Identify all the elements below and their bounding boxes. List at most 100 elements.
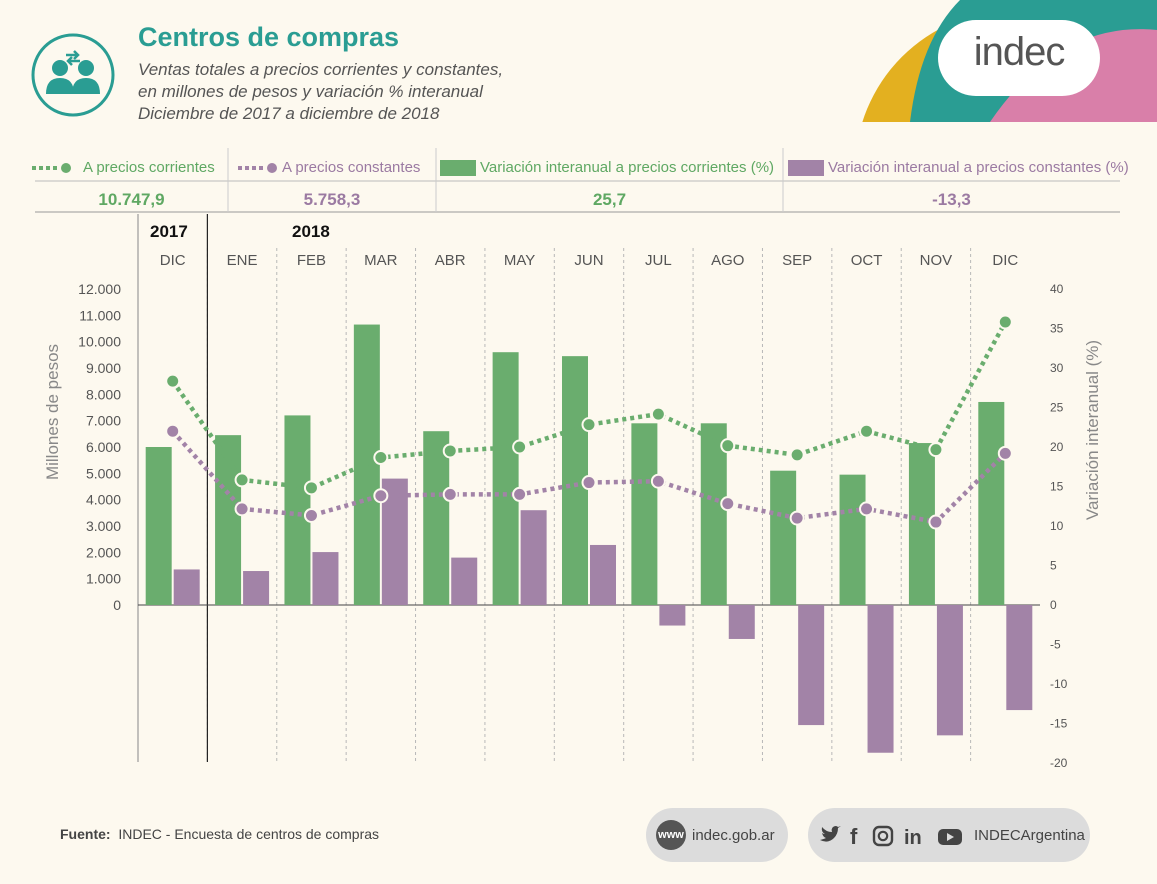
bar-var-constantes <box>936 605 963 736</box>
social-handle[interactable]: INDECArgentina <box>974 827 1085 844</box>
point-corrientes <box>720 438 736 454</box>
legend-corrientes-marker <box>32 163 71 173</box>
left-tick-label: 12.000 <box>78 281 121 297</box>
point-constantes <box>997 445 1013 461</box>
legend-var-constantes-label: Variación interanual a precios constante… <box>828 159 1129 176</box>
instagram-icon <box>872 825 894 847</box>
left-tick-label: 7.000 <box>86 413 121 429</box>
point-corrientes <box>581 417 597 433</box>
month-label: DIC <box>992 252 1018 269</box>
legend-var-corrientes-swatch <box>440 160 476 176</box>
bar-var-constantes <box>798 605 825 726</box>
point-constantes <box>234 501 250 517</box>
left-tick-label: 8.000 <box>86 386 121 402</box>
point-constantes <box>303 507 319 523</box>
point-corrientes <box>373 450 389 466</box>
point-constantes <box>859 501 875 517</box>
point-constantes <box>720 496 736 512</box>
www-icon: www <box>656 820 686 850</box>
legend-var-corrientes-label: Variación interanual a precios corriente… <box>480 159 775 176</box>
bar-var-constantes <box>1006 605 1033 711</box>
source-label: Fuente: <box>60 826 111 842</box>
point-constantes <box>581 475 597 491</box>
month-label: ENE <box>227 252 258 269</box>
right-tick-label: 0 <box>1050 598 1057 612</box>
point-corrientes <box>997 314 1013 330</box>
year-2018-label: 2018 <box>292 222 330 241</box>
right-tick-label: 15 <box>1050 480 1064 494</box>
month-label: MAR <box>364 252 398 269</box>
value-var-corrientes: 25,7 <box>592 190 627 209</box>
point-corrientes <box>442 443 458 459</box>
social-icons: f in <box>820 824 962 848</box>
subtitle-line-3: Diciembre de 2017 a diciembre de 2018 <box>138 104 440 123</box>
left-tick-label: 10.000 <box>78 334 121 350</box>
month-label: AGO <box>711 252 744 269</box>
bar-var-constantes <box>312 552 339 605</box>
point-constantes <box>512 486 528 502</box>
month-label: NOV <box>920 252 953 269</box>
right-tick-label: 40 <box>1050 282 1064 296</box>
legend-corrientes-label: A precios corrientes <box>83 159 215 176</box>
point-constantes <box>373 488 389 504</box>
month-label: DIC <box>160 252 186 269</box>
month-label: SEP <box>782 252 812 269</box>
month-label: JUN <box>574 252 603 269</box>
point-corrientes <box>859 423 875 439</box>
left-tick-label: 3.000 <box>86 518 121 534</box>
facebook-icon: f <box>850 824 858 848</box>
point-corrientes <box>512 439 528 455</box>
bar-var-corrientes <box>145 447 172 605</box>
bar-var-corrientes <box>839 474 866 605</box>
right-tick-label: 20 <box>1050 440 1064 454</box>
bar-var-corrientes <box>631 423 658 605</box>
twitter-icon <box>820 826 841 842</box>
right-tick-label: 5 <box>1050 559 1057 573</box>
month-label: JUL <box>645 252 672 269</box>
bar-var-constantes <box>659 605 686 626</box>
month-label: OCT <box>851 252 883 269</box>
value-var-constantes: -13,3 <box>932 190 971 209</box>
bar-var-constantes <box>173 569 200 605</box>
bar-var-constantes <box>451 557 478 605</box>
bar-var-constantes <box>867 605 894 753</box>
point-corrientes <box>650 406 666 422</box>
point-corrientes <box>165 373 181 389</box>
value-corrientes: 10.747,9 <box>98 190 165 209</box>
subtitle-line-1: Ventas totales a precios corrientes y co… <box>138 60 504 79</box>
point-constantes <box>789 510 805 526</box>
point-corrientes <box>789 447 805 463</box>
year-2017-label: 2017 <box>150 222 188 241</box>
source-note: Fuente: INDEC - Encuesta de centros de c… <box>60 826 379 842</box>
right-tick-label: 25 <box>1050 401 1064 415</box>
left-tick-label: 9.000 <box>86 360 121 376</box>
bar-var-corrientes <box>423 431 450 605</box>
right-tick-label: -5 <box>1050 638 1061 652</box>
legend-var-constantes-swatch <box>788 160 824 176</box>
right-tick-label: -10 <box>1050 677 1068 691</box>
point-constantes <box>442 486 458 502</box>
left-tick-label: 6.000 <box>86 439 121 455</box>
month-label: FEB <box>297 252 326 269</box>
right-axis-title: Variación interanual (%) <box>1083 340 1102 520</box>
bar-var-corrientes <box>492 352 519 605</box>
right-tick-label: -15 <box>1050 717 1068 731</box>
linkedin-icon: in <box>904 827 922 848</box>
bar-var-corrientes <box>978 401 1005 605</box>
website-link[interactable]: indec.gob.ar <box>692 827 775 844</box>
point-constantes <box>165 423 181 439</box>
bar-var-constantes <box>590 544 616 605</box>
point-corrientes <box>928 442 944 458</box>
logo-badge <box>938 20 1100 96</box>
bar-var-constantes <box>728 605 755 639</box>
left-axis-title: Millones de pesos <box>43 344 62 480</box>
left-tick-label: 5.000 <box>86 465 121 481</box>
month-label: ABR <box>435 252 466 269</box>
chart-area: DIC ENE FEB MAR ABR MAY JUN JUL AGO SEP OCT NOV DIC 1… <box>43 214 1102 770</box>
bar-var-constantes <box>520 510 547 605</box>
source-text: INDEC - Encuesta de centros de compras <box>118 826 380 842</box>
point-corrientes <box>234 472 250 488</box>
value-constantes: 5.758,3 <box>303 190 361 209</box>
right-tick-label: 10 <box>1050 519 1064 533</box>
